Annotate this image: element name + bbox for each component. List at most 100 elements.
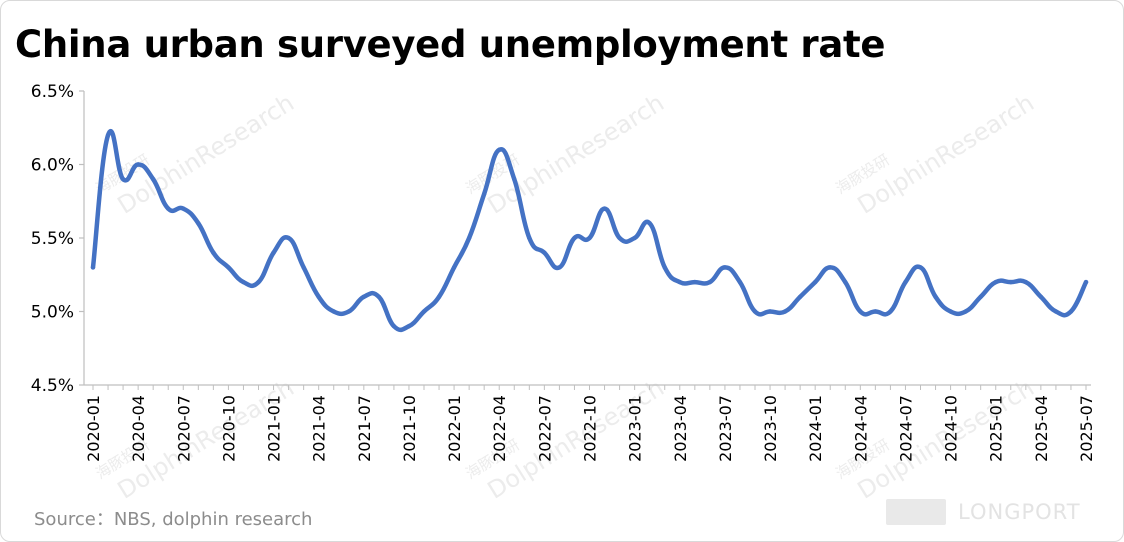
data-point (963, 309, 968, 314)
x-tick-label: 2021-10 (400, 395, 419, 462)
data-point (843, 279, 848, 285)
x-tick-label: 2021-04 (310, 395, 329, 462)
x-tick-label: 2024-04 (851, 395, 870, 462)
data-point (797, 294, 803, 299)
x-tick-label: 2020-01 (84, 395, 103, 462)
data-point (632, 235, 637, 241)
data-point (722, 265, 728, 270)
series-layer (90, 129, 1089, 333)
x-tick-label: 2021-01 (265, 395, 284, 462)
data-point (948, 309, 953, 314)
data-point (406, 324, 412, 329)
data-point (1038, 294, 1044, 299)
y-tick-label: 6.0% (31, 156, 74, 176)
x-axis-ticks: 2020-01 2020-04 2020-07 2020-10 2021-01 2021-… (84, 385, 1096, 462)
data-point (316, 294, 321, 299)
x-tick-label: 2020-10 (219, 395, 238, 462)
x-tick-label: 2022-01 (445, 395, 464, 462)
data-point (587, 235, 592, 241)
data-point (933, 294, 938, 299)
x-tick-label: 2023-10 (761, 395, 780, 462)
data-point (211, 250, 216, 255)
data-point (271, 250, 276, 255)
data-point (346, 309, 351, 314)
x-tick-label: 2024-07 (896, 395, 915, 462)
source-note: Source：NBS, dolphin research (34, 509, 313, 530)
x-tick-label: 2024-10 (942, 395, 961, 462)
data-point (376, 294, 382, 299)
data-point (120, 177, 126, 182)
data-point (617, 235, 622, 241)
data-point (557, 265, 562, 270)
data-point (512, 177, 517, 182)
data-point (150, 177, 156, 182)
data-point (421, 309, 427, 314)
y-axis-ticks: 4.5% 5.0% 5.5% 6.0% 6.5% (31, 82, 84, 396)
data-point (782, 309, 788, 314)
x-tick-label: 2025-04 (1032, 395, 1051, 462)
data-point (181, 206, 186, 211)
data-point (1083, 279, 1089, 285)
data-point (256, 279, 261, 285)
data-point (226, 265, 231, 270)
data-point (752, 309, 758, 314)
data-point (662, 265, 667, 270)
x-tick-label: 2020-04 (129, 395, 148, 462)
data-point (707, 279, 713, 285)
data-point (903, 279, 908, 285)
x-tick-label: 2024-01 (806, 395, 825, 462)
data-point (1053, 309, 1059, 314)
data-point (1008, 279, 1013, 285)
x-tick-label: 2022-10 (581, 395, 600, 462)
data-point (677, 279, 682, 285)
y-tick-label: 6.5% (31, 82, 74, 102)
x-tick-label: 2023-04 (671, 395, 690, 462)
data-point (436, 294, 442, 299)
data-point (737, 279, 743, 285)
x-tick-label: 2021-07 (355, 395, 374, 462)
data-point (481, 191, 487, 197)
x-tick-label: 2025-07 (1077, 395, 1096, 462)
data-point (90, 265, 96, 270)
data-point (135, 162, 141, 167)
data-point (767, 309, 773, 314)
x-tick-label: 2023-07 (716, 395, 735, 462)
data-point (602, 206, 607, 211)
brand-logo: LONGPORT (886, 497, 1108, 527)
x-tick-label: 2022-04 (490, 395, 509, 462)
data-point (692, 279, 698, 285)
data-point (301, 265, 306, 270)
y-tick-label: 4.5% (31, 376, 74, 396)
y-tick-label: 5.5% (31, 229, 74, 249)
data-point (466, 235, 472, 241)
data-point (978, 294, 983, 299)
data-point (527, 235, 532, 241)
data-point (391, 324, 397, 329)
data-point (812, 279, 818, 285)
brand-logo-text: LONGPORT (958, 500, 1081, 524)
data-point (286, 235, 291, 241)
data-point (361, 294, 367, 299)
data-point (166, 206, 171, 211)
data-point (1023, 279, 1029, 285)
data-point (888, 309, 893, 314)
data-point (873, 309, 878, 314)
x-tick-label: 2022-07 (535, 395, 554, 462)
data-point (196, 221, 201, 226)
chart-title: China urban surveyed unemployment rate (15, 23, 886, 66)
x-tick-label: 2025-01 (987, 395, 1006, 462)
x-tick-label: 2020-07 (174, 395, 193, 462)
data-point (572, 235, 577, 241)
data-point (993, 279, 998, 285)
data-point (828, 265, 833, 270)
data-point (647, 221, 652, 226)
data-point (858, 309, 863, 314)
data-point (1068, 309, 1074, 314)
data-point (331, 309, 336, 314)
data-point (451, 265, 457, 270)
data-point (918, 265, 923, 270)
y-tick-label: 5.0% (31, 303, 74, 323)
